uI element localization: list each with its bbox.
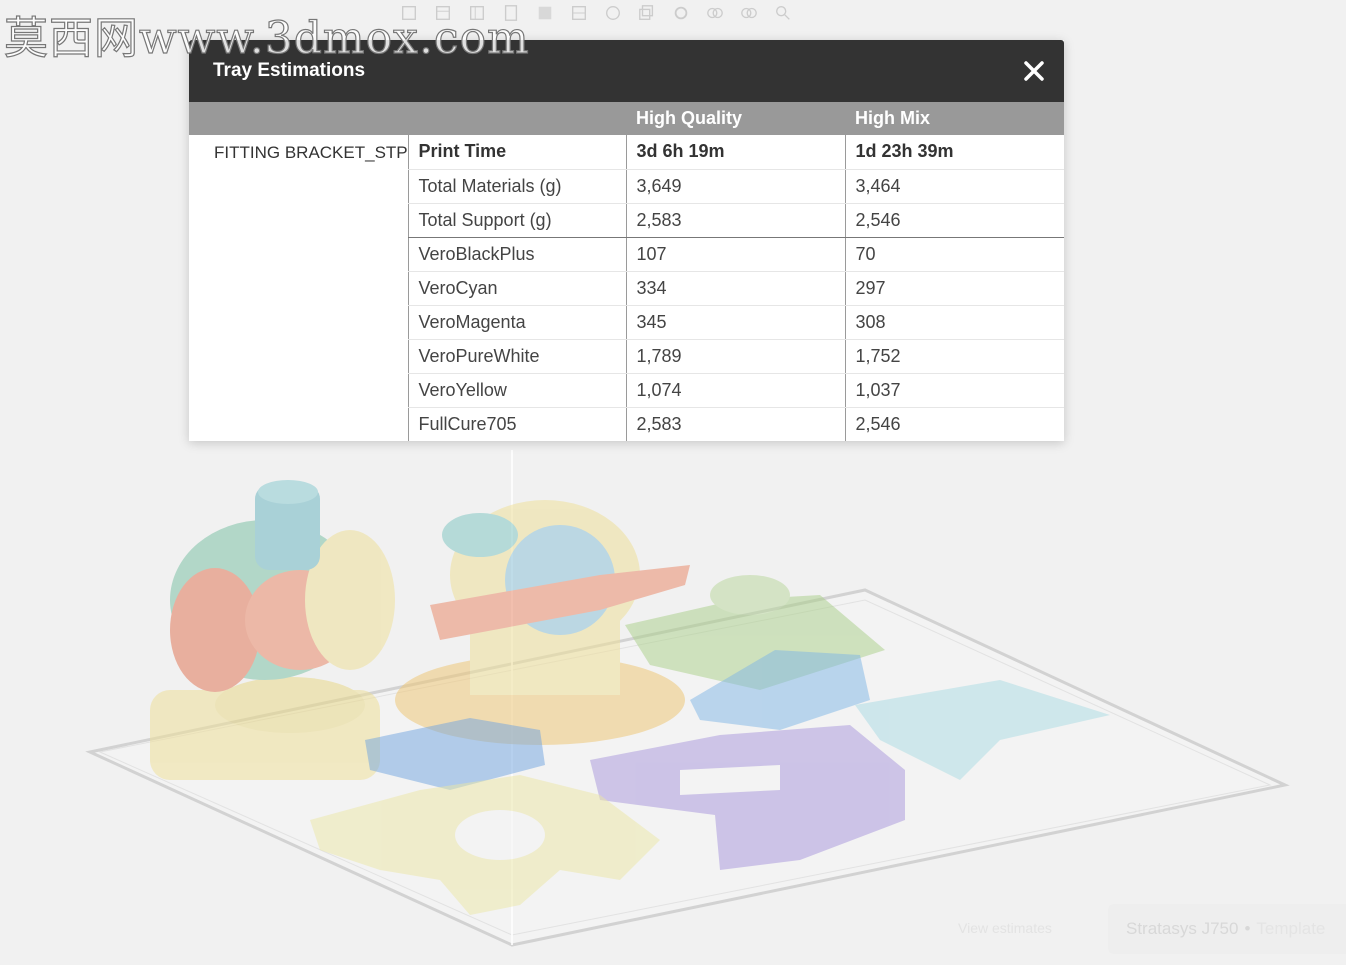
copy-icon[interactable] [636,2,658,24]
cube-icon[interactable] [432,2,454,24]
high-quality-value: 1,789 [625,339,845,374]
table-row: VeroYellow 1,074 1,037 [189,373,1064,408]
column-header [408,102,626,135]
printer-name: Stratasys J750 [1126,919,1239,938]
tray-estimations-dialog: Tray Estimations High Quality High Mix F… [189,40,1064,441]
printer-template: Template [1256,919,1326,938]
cube-icon[interactable] [398,2,420,24]
row-label: Total Materials (g) [407,169,626,204]
view-estimates-link[interactable]: View estimates [958,920,1052,936]
high-quality-value: 107 [625,237,845,272]
table-row: Total Materials (g) 3,649 3,464 [189,169,1064,204]
table-row: FITTING BRACKET_STP Print Time 3d 6h 19m… [189,135,1064,170]
part-name: FITTING BRACKET_STP [214,143,408,162]
model-left-valve [150,480,395,780]
high-quality-value: 2,583 [625,407,845,441]
search-icon[interactable] [772,2,794,24]
column-header-high-quality: High Quality [626,102,845,135]
high-quality-value: 345 [625,305,845,340]
dialog-title: Tray Estimations [213,60,366,81]
row-label: FullCure705 [407,407,626,441]
table-row: Total Support (g) 2,583 2,546 [189,203,1064,238]
cube-icon[interactable] [534,2,556,24]
group-icon[interactable] [738,2,760,24]
column-header-high-mix: High Mix [845,102,1064,135]
high-mix-value: 2,546 [844,407,1064,441]
rotate-icon[interactable] [602,2,624,24]
row-label: VeroMagenta [407,305,626,340]
high-mix-value: 1d 23h 39m [844,135,1064,170]
high-quality-value: 334 [625,271,845,306]
table-row: VeroPureWhite 1,789 1,752 [189,339,1064,374]
row-label: VeroCyan [407,271,626,306]
high-mix-value: 3,464 [844,169,1064,204]
high-mix-value: 1,752 [844,339,1064,374]
estimations-table: High Quality High Mix FITTING BRACKET_ST… [189,102,1064,441]
table-row: VeroMagenta 345 308 [189,305,1064,340]
high-mix-value: 2,546 [844,203,1064,238]
high-quality-value: 2,583 [625,203,845,238]
high-mix-value: 70 [844,237,1064,272]
high-quality-value: 3d 6h 19m [625,135,845,170]
watermark: 莫西网www.3dmox.com [3,12,530,64]
cube-icon[interactable] [466,2,488,24]
high-mix-value: 1,037 [844,373,1064,408]
row-label: VeroYellow [407,373,626,408]
table-row: FullCure705 2,583 2,546 [189,407,1064,441]
model-blue-parts [365,650,1110,790]
high-quality-value: 3,649 [625,169,845,204]
model-center-fitting [395,500,690,745]
column-header [189,102,408,135]
high-quality-value: 1,074 [625,373,845,408]
cube-icon[interactable] [568,2,590,24]
model-yellow-arch [310,775,660,915]
group-icon[interactable] [704,2,726,24]
dialog-header: Tray Estimations [189,40,1064,102]
row-label: VeroPureWhite [407,339,626,374]
printer-selector[interactable]: Stratasys J750 • Template [1108,904,1346,954]
table-row: VeroBlackPlus 107 70 [189,237,1064,272]
settings-icon[interactable] [670,2,692,24]
viewport-toolbar [398,2,794,28]
row-label: Print Time [407,135,626,170]
high-mix-value: 297 [844,271,1064,306]
row-label: Total Support (g) [407,203,626,238]
printer-separator: • [1244,919,1251,938]
close-icon [1024,61,1044,81]
table-header-row: High Quality High Mix [189,102,1064,135]
model-purple-part [590,725,905,870]
close-button[interactable] [1022,59,1046,83]
table-row: VeroCyan 334 297 [189,271,1064,306]
row-label: VeroBlackPlus [407,237,626,272]
cube-icon[interactable] [500,2,522,24]
high-mix-value: 308 [844,305,1064,340]
